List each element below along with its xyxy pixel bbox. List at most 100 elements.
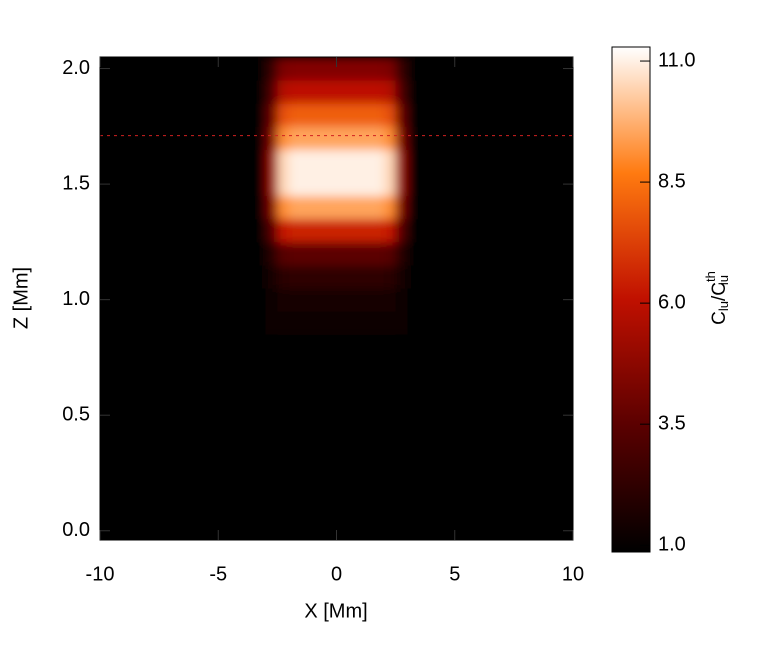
heatmap-cell [265,57,278,81]
heatmap-cell [277,241,290,266]
heatmap-cell [383,57,397,81]
heatmap-cell [395,126,408,150]
heatmap-cell [289,195,302,220]
heatmap-cell [312,149,326,174]
heatmap-cell [360,126,373,150]
colorbar-tick-label: 3.5 [658,412,686,434]
heatmap-cell [265,218,278,243]
heatmap-cell [371,195,385,220]
heatmap-cell [348,103,361,127]
heatmap-cell [336,172,349,197]
heatmap-cell [277,264,290,289]
heatmap-cell [324,311,337,335]
heatmap-cell [348,241,361,266]
heatmap-cell [371,264,385,289]
heatmap-cell [348,264,361,289]
heatmap-cell [241,264,255,289]
heatmap-cell [371,311,385,335]
heatmap-cell [253,103,267,127]
heatmap-cell [265,264,278,289]
heatmap-cell [289,126,302,150]
heatmap-cell [419,172,432,197]
heatmap-cell [419,218,432,243]
heatmap-cell [407,195,420,220]
colorbar-label-part: lu [716,301,731,311]
heatmap-cell [360,57,373,81]
heatmap-cell [419,288,432,312]
heatmap-cell [301,288,314,312]
colorbar-label: Clu/Cthlu [703,271,731,325]
heatmap-cell [241,218,255,243]
heatmap-cell [371,57,385,81]
heatmap-cell [395,172,408,197]
heatmap-cell [336,57,349,81]
heatmap-cell [371,172,385,197]
x-tick-label: 10 [562,563,584,585]
heatmap-cell [265,149,278,174]
heatmap-cell [360,149,373,174]
heatmap-cell [360,288,373,312]
heatmap-cell [312,218,326,243]
heatmap-cell [407,149,420,174]
heatmap-cell [383,241,397,266]
heatmap-cell [301,172,314,197]
heatmap-cell [371,126,385,150]
heatmap-cell [289,311,302,335]
heatmap-cell [301,149,314,174]
heatmap-cell [265,195,278,220]
heatmap-cell [265,172,278,197]
heatmap-cell [324,126,337,150]
heatmap-cell [289,80,302,104]
heatmap-cell [395,149,408,174]
heatmap-cell [324,149,337,174]
heatmap-cell [253,288,267,312]
heatmap-cell [360,218,373,243]
heatmap-cell [348,195,361,220]
heatmap-cell [407,172,420,197]
heatmap-cell [395,103,408,127]
heatmap-cell [277,311,290,335]
heatmap-cell [289,57,302,81]
colorbar-tick-label: 11.0 [658,49,695,71]
heatmap-cell [312,126,326,150]
colorbar-label-part: th [703,271,718,282]
heatmap-cell [324,218,337,243]
heatmap-cell [336,241,349,266]
x-tick-label: 5 [449,563,460,585]
heatmap-cell [371,241,385,266]
heatmap-cell [324,80,337,104]
colorbar-label-part: / [709,295,730,301]
heatmap-cell [312,264,326,289]
heatmap-cell [241,311,255,335]
heatmap-cell [253,172,267,197]
heatmap-cell [312,311,326,335]
y-tick-label: 1.5 [62,172,90,194]
heatmap-cell [383,126,397,150]
heatmap-cell [419,264,432,289]
heatmap-cell [383,172,397,197]
heatmap-cell [241,195,255,220]
heatmap-cell [419,80,432,104]
colorbar-tick-label: 8.5 [658,170,686,192]
heatmap-cell [336,80,349,104]
heatmap-cell [277,288,290,312]
heatmap-cell [336,126,349,150]
colorbar-tick-label: 6.0 [658,291,686,313]
colorbar-label-part: lu [716,275,731,285]
colorbar-label-part: C [709,282,730,296]
heatmap-cell [383,149,397,174]
heatmap-cell [312,195,326,220]
heatmap-cell [371,288,385,312]
heatmap-cell [383,80,397,104]
heatmap-cell [419,241,432,266]
heatmap-cell [360,311,373,335]
heatmap-cell [407,103,420,127]
heatmap-cell [395,80,408,104]
heatmap-cell [277,103,290,127]
heatmap-cell [407,218,420,243]
y-tick-label: 1.0 [62,288,90,310]
heatmap-cell [324,57,337,81]
heatmap-cell [407,57,420,81]
heatmap-cell [407,80,420,104]
heatmap-cell [360,264,373,289]
